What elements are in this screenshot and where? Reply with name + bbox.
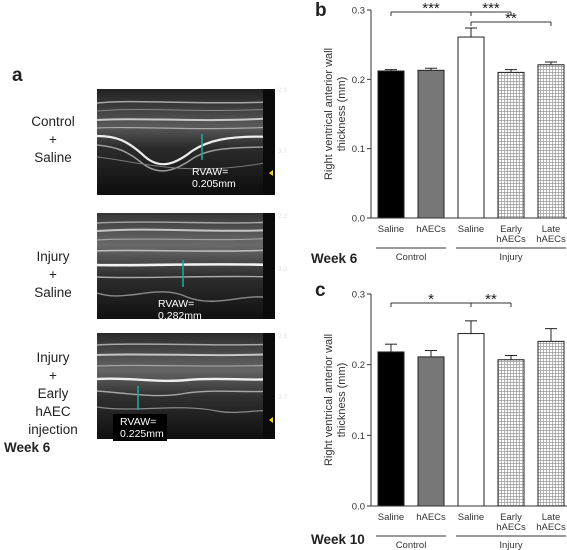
rvaw-readout: RVAW= 0.205mm xyxy=(192,166,236,190)
group-label-line: + xyxy=(49,368,57,383)
rvaw-marker xyxy=(182,260,184,287)
rvaw-readout-line: 0.205mm xyxy=(192,178,236,190)
group-label-line: hAEC xyxy=(35,404,71,419)
significance-label: * xyxy=(428,291,434,308)
x-tick-label: Saline xyxy=(458,224,484,235)
group-label: Injury xyxy=(499,252,522,263)
x-tick-label: hAECs xyxy=(416,512,446,523)
depth-scale-top: 2.2 xyxy=(278,213,288,220)
week-label-b: Week 6 xyxy=(311,251,358,266)
rvaw-readout: RVAW= 0.225mm xyxy=(120,416,164,440)
bar xyxy=(457,333,485,507)
significance-label: *** xyxy=(422,0,440,17)
bar xyxy=(497,359,525,507)
y-axis-label: thickness (mm) xyxy=(336,363,348,438)
group-label: Control xyxy=(396,252,427,263)
y-tick-label: 0.2 xyxy=(352,360,365,371)
x-tick-label: hAECs xyxy=(496,522,526,533)
group-label-line: Saline xyxy=(34,150,72,165)
group-label-line: Injury xyxy=(36,350,70,365)
x-tick-label: Saline xyxy=(378,224,404,235)
group-label-injury-saline: Injury + Saline xyxy=(22,248,84,302)
echo-image-control-saline xyxy=(97,89,275,195)
bar xyxy=(457,36,485,219)
y-tick-label: 0.0 xyxy=(352,502,365,513)
rvaw-readout: RVAW= 0.282mm xyxy=(158,298,202,322)
bar xyxy=(377,351,405,507)
y-tick-label: 0.1 xyxy=(352,431,365,442)
group-label: Injury xyxy=(499,540,522,550)
bar xyxy=(417,356,445,507)
y-tick-label: 0.3 xyxy=(352,290,365,301)
depth-scale-top: 2.9 xyxy=(278,87,288,94)
bar xyxy=(417,69,445,219)
y-axis-label: Right ventrical anterior wall xyxy=(323,48,335,180)
group-label-line: Injury xyxy=(36,249,70,264)
x-tick-label: Late xyxy=(542,512,561,523)
x-tick-label: Early xyxy=(500,224,522,235)
depth-scale-mid: 3.7 xyxy=(278,394,288,401)
x-tick-label: hAECs xyxy=(536,522,566,533)
y-tick-label: 0.0 xyxy=(352,214,365,225)
depth-marker-icon xyxy=(269,170,273,176)
rvaw-marker xyxy=(201,134,203,160)
panel-letter-a: a xyxy=(12,65,23,86)
y-tick-label: 0.1 xyxy=(352,144,365,155)
x-tick-label: Saline xyxy=(378,512,404,523)
y-tick-label: 0.2 xyxy=(352,75,365,86)
week-label-c: Week 10 xyxy=(311,532,365,547)
significance-label: ** xyxy=(505,10,517,27)
rvaw-readout-line: 0.282mm xyxy=(158,310,202,322)
bar xyxy=(497,71,525,219)
rvaw-readout-line: RVAW= xyxy=(120,416,157,428)
x-tick-label: hAECs xyxy=(416,224,446,235)
x-tick-label: hAECs xyxy=(496,234,526,245)
rvaw-readout-line: RVAW= xyxy=(192,166,229,178)
group-label-injury-early-hAEC: Injury + Early hAEC injection xyxy=(22,349,84,439)
significance-label: *** xyxy=(482,0,500,17)
y-tick-label: 0.3 xyxy=(352,6,365,17)
x-tick-label: hAECs xyxy=(536,234,566,245)
panel-letter-b: b xyxy=(315,0,327,21)
bar-chart-week-6: 0.0 0.1 0.2 0.3 Right ventrical anterior wal… xyxy=(323,0,567,263)
group-label-line: Early xyxy=(37,386,69,401)
group-label-control-saline: Control + Saline xyxy=(22,113,84,167)
depth-marker-icon xyxy=(269,417,273,423)
echo-image-injury-early-hAEC xyxy=(97,333,275,439)
group-label-line: + xyxy=(49,267,57,282)
x-tick-label: Saline xyxy=(458,512,484,523)
rvaw-readout-line: RVAW= xyxy=(158,298,195,310)
group-label-line: + xyxy=(49,132,57,147)
x-tick-label: Late xyxy=(542,224,561,235)
group-label-line: injection xyxy=(28,422,78,437)
rvaw-readout-line: 0.225mm xyxy=(120,428,164,440)
significance-label: ** xyxy=(485,291,497,308)
depth-scale-top: 2.9 xyxy=(278,333,288,340)
bar-chart-week-10: 0.0 0.1 0.2 0.3 Right ventrical anterior wal… xyxy=(323,290,567,550)
depth-scale-mid: 3.0 xyxy=(278,266,288,273)
echo-image-injury-saline xyxy=(97,213,275,319)
group-label-line: Saline xyxy=(34,285,72,300)
bar xyxy=(537,340,565,507)
bar xyxy=(537,64,565,219)
depth-scale-mid: 3.7 xyxy=(278,148,288,155)
week-label-a: Week 6 xyxy=(4,440,51,455)
y-axis-label: Right ventrical anterior wall xyxy=(323,334,335,466)
group-label-line: Control xyxy=(31,114,75,129)
group-label: Control xyxy=(396,540,427,550)
y-axis-label: thickness (mm) xyxy=(336,77,348,152)
rvaw-readout-box xyxy=(113,414,167,441)
rvaw-marker xyxy=(137,386,139,410)
bar xyxy=(377,70,405,219)
x-tick-label: Early xyxy=(500,512,522,523)
panel-letter-c: c xyxy=(315,280,326,301)
